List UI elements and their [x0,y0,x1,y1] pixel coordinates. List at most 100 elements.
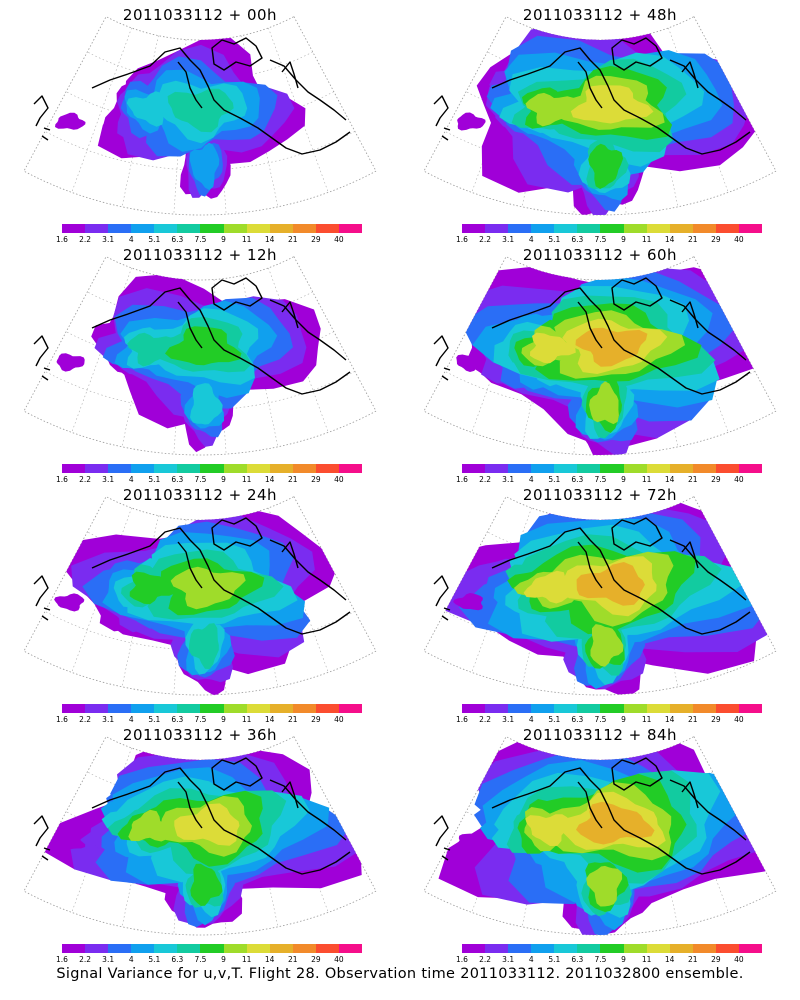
colorbar-swatch [315,224,339,233]
colorbar-swatch [508,464,532,473]
colorbar-swatch [577,224,601,233]
colorbar-tick-label: 1.6 [456,475,468,484]
colorbar-tick-label: 40 [334,955,344,964]
colorbar-swatch [600,704,624,713]
colorbar-swatch [223,944,247,953]
colorbar-tick-label: 2.2 [479,715,492,724]
colorbar-tick-label: 21 [287,715,298,724]
colorbar-swatch [108,944,132,953]
colorbar-swatch [200,944,224,953]
colorbar-swatch [692,464,716,473]
colorbar-swatch [108,704,132,713]
colorbar-swatch [85,464,109,473]
colorbar-swatch [692,704,716,713]
colorbar-tick-label: 7.5 [594,955,607,964]
colorbar-swatch [177,704,201,713]
colorbar-tick-label: 3.1 [102,955,115,964]
colorbar-tick-label: 9 [621,235,626,244]
colorbar-swatch [577,704,601,713]
colorbar-tick-label: 4 [128,715,134,724]
colorbar-swatch [462,944,486,953]
colorbar-tick-label: 21 [687,235,698,244]
colorbar-swatch [462,224,486,233]
colorbar-labels: 1.6 2.2 3.1 4 5.1 6.3 7.5 9 11 14 21 29 40 [456,235,762,245]
colorbar-swatch [62,464,86,473]
colorbar-tick-label: 2.2 [79,955,92,964]
colorbar-swatch [531,944,555,953]
colorbar-tick-label: 3.1 [102,475,115,484]
colorbar-tick-label: 14 [264,715,275,724]
variance-field [55,38,306,199]
colorbar-swatch [485,704,509,713]
colorbar-swatch [108,224,132,233]
colorbar-swatch [269,704,293,713]
colorbar [462,704,763,713]
colorbar-tick-label: 6.3 [171,955,184,964]
colorbar-swatch [577,464,601,473]
colorbar-swatch [292,944,316,953]
colorbar-swatch [223,464,247,473]
colorbar-swatch [108,464,132,473]
colorbar-swatch [554,944,578,953]
colorbar-tick-label: 14 [664,235,675,244]
colorbar-tick-label: 11 [241,475,252,484]
colorbar-tick-label: 7.5 [194,715,207,724]
colorbar-tick-label: 6.3 [571,235,584,244]
colorbar-swatch [223,704,247,713]
coastlines [433,37,751,155]
forecast-panel: 2011033112 + 84h 1.6 2.2 3.1 4 5.1 6.3 7.5 9 11 14… [400,720,800,964]
colorbar-tick-label: 29 [711,955,721,964]
colorbar-swatch [246,704,270,713]
colorbar-swatch [62,224,86,233]
colorbar-tick-label: 21 [287,475,298,484]
coastlines [433,277,751,395]
colorbar-swatch [462,464,486,473]
colorbar-tick-label: 40 [334,235,344,244]
coastlines [33,37,351,155]
colorbar-tick-label: 2.2 [479,955,492,964]
colorbar-swatch [200,704,224,713]
colorbar-tick-label: 9 [621,715,626,724]
colorbar-swatch [646,224,670,233]
colorbar-tick-label: 29 [711,715,721,724]
colorbar-labels: 1.6 2.2 3.1 4 5.1 6.3 7.5 9 11 14 21 29 40 [456,475,762,485]
coastlines [33,757,351,875]
colorbar-swatch [531,464,555,473]
colorbar-swatch [738,704,763,713]
colorbar-tick-label: 29 [311,235,321,244]
colorbar-swatch [646,944,670,953]
colorbar-swatch [692,224,716,233]
colorbar-swatch [646,704,670,713]
colorbar-tick-label: 3.1 [102,235,115,244]
colorbar-swatch [85,224,109,233]
colorbar-tick-label: 5.1 [548,955,561,964]
colorbar-swatch [715,704,739,713]
colorbar-swatch [269,944,293,953]
variance-field [438,736,777,935]
colorbar-tick-label: 14 [664,955,675,964]
colorbar-tick-label: 21 [687,715,698,724]
colorbar-swatch [738,944,763,953]
colorbar-tick-label: 11 [641,475,652,484]
panel-title: 2011033112 + 48h [522,6,678,24]
coastlines [433,757,751,875]
variance-field [42,741,363,928]
colorbar-tick-label: 1.6 [56,715,68,724]
colorbar-labels: 1.6 2.2 3.1 4 5.1 6.3 7.5 9 11 14 21 29 40 [56,955,362,965]
colorbar-swatch [292,464,316,473]
colorbar-tick-label: 3.1 [502,715,515,724]
colorbar-swatch [600,944,624,953]
variance-field [54,507,338,695]
colorbar-tick-label: 5.1 [548,475,561,484]
variance-map [423,496,777,696]
colorbar-labels: 1.6 2.2 3.1 4 5.1 6.3 7.5 9 11 14 21 29 40 [456,715,762,725]
colorbar-tick-label: 29 [711,235,721,244]
colorbar [462,464,763,473]
colorbar-tick-label: 14 [264,475,275,484]
colorbar-swatch [154,224,178,233]
colorbar-swatch [223,224,247,233]
colorbar-tick-label: 7.5 [194,955,207,964]
colorbar-swatch [131,944,155,953]
colorbar-tick-label: 9 [621,955,626,964]
colorbar-tick-label: 29 [311,715,321,724]
